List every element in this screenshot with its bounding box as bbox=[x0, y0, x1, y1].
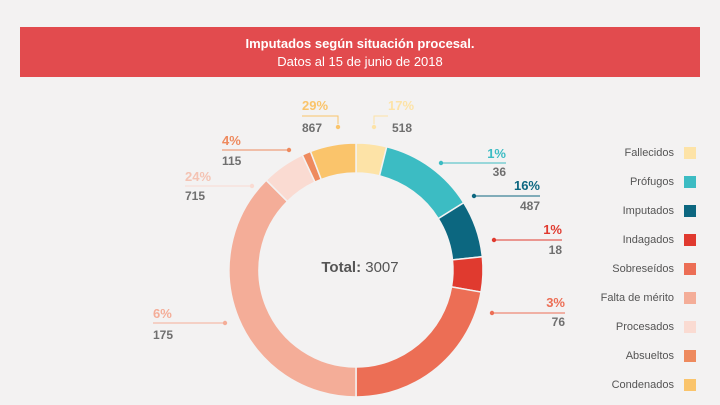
legend-item-absueltos: Absueltos bbox=[560, 345, 710, 374]
legend-label-falta-de-merito: Falta de mérito bbox=[600, 292, 674, 304]
slice-falta-de-merito bbox=[228, 179, 357, 398]
count-label-profugos: 36 bbox=[493, 165, 507, 179]
legend-item-profugos: Prófugos bbox=[560, 171, 710, 200]
legend-swatch-imputados bbox=[684, 205, 696, 217]
leader-dot-imputados bbox=[471, 193, 477, 199]
legend-label-profugos: Prófugos bbox=[629, 176, 674, 188]
leader-dot-procesados bbox=[249, 183, 255, 189]
legend-item-sobreseidos: Sobreseídos bbox=[560, 258, 710, 287]
leader-dot-condenados bbox=[335, 124, 341, 130]
leader-dot-sobreseidos bbox=[489, 310, 495, 316]
legend-item-indagados: Indagados bbox=[560, 229, 710, 258]
legend-label-sobreseidos: Sobreseídos bbox=[612, 263, 674, 275]
legend-swatch-falta-de-merito bbox=[684, 292, 696, 304]
legend-swatch-absueltos bbox=[684, 350, 696, 362]
chart-subtitle: Datos al 15 de junio de 2018 bbox=[277, 54, 443, 69]
legend-item-procesados: Procesados bbox=[560, 316, 710, 345]
count-label-imputados: 487 bbox=[520, 199, 540, 213]
slice-indagados bbox=[450, 255, 484, 293]
legend-label-absueltos: Absueltos bbox=[625, 350, 674, 362]
percent-label-falta-de-merito: 6% bbox=[153, 306, 172, 321]
legend-label-indagados: Indagados bbox=[622, 234, 674, 246]
percent-label-indagados: 1% bbox=[543, 222, 562, 237]
legend-swatch-procesados bbox=[684, 321, 696, 333]
legend-swatch-condenados bbox=[684, 379, 696, 391]
legend-label-condenados: Condenados bbox=[611, 379, 674, 391]
leader-dot-falta-de-merito bbox=[222, 320, 228, 326]
percent-label-fallecidos: 17% bbox=[388, 98, 414, 113]
count-label-fallecidos: 518 bbox=[392, 121, 412, 135]
legend-swatch-indagados bbox=[684, 234, 696, 246]
total-label-text: Total: bbox=[321, 259, 362, 276]
slice-condenados bbox=[309, 142, 357, 181]
slice-profugos bbox=[378, 145, 465, 220]
legend-item-condenados: Condenados bbox=[560, 374, 710, 403]
legend-item-falta-de-merito: Falta de mérito bbox=[560, 287, 710, 316]
leader-line-fallecidos bbox=[373, 115, 388, 124]
total-label: Total: 3007 bbox=[290, 259, 430, 276]
count-label-sobreseidos: 76 bbox=[552, 315, 566, 329]
title-banner: Imputados según situación procesal. Dato… bbox=[20, 27, 700, 77]
legend-swatch-sobreseidos bbox=[684, 263, 696, 275]
count-label-absueltos: 115 bbox=[222, 154, 242, 168]
legend-label-imputados: Imputados bbox=[622, 205, 674, 217]
leader-dot-profugos bbox=[438, 160, 444, 166]
percent-label-imputados: 16% bbox=[514, 178, 540, 193]
legend-item-fallecidos: Fallecidos bbox=[560, 142, 710, 171]
legend-item-imputados: Imputados bbox=[560, 200, 710, 229]
percent-label-absueltos: 4% bbox=[222, 133, 241, 148]
count-label-procesados: 715 bbox=[185, 189, 205, 203]
leader-dot-absueltos bbox=[286, 147, 292, 153]
slice-sobreseidos bbox=[355, 285, 482, 398]
legend-label-fallecidos: Fallecidos bbox=[624, 147, 674, 159]
count-label-condenados: 867 bbox=[302, 121, 322, 135]
leader-dot-indagados bbox=[491, 237, 497, 243]
leader-line-condenados bbox=[302, 115, 339, 124]
legend-label-procesados: Procesados bbox=[615, 321, 674, 333]
percent-label-sobreseidos: 3% bbox=[546, 295, 565, 310]
percent-label-profugos: 1% bbox=[487, 146, 506, 161]
count-label-indagados: 18 bbox=[549, 243, 563, 257]
total-value: 3007 bbox=[365, 259, 399, 276]
leader-dot-fallecidos bbox=[371, 124, 377, 130]
percent-label-procesados: 24% bbox=[185, 169, 211, 184]
count-label-falta-de-merito: 175 bbox=[153, 328, 173, 342]
percent-label-condenados: 29% bbox=[302, 98, 328, 113]
legend-swatch-fallecidos bbox=[684, 147, 696, 159]
legend-swatch-profugos bbox=[684, 176, 696, 188]
chart-title: Imputados según situación procesal. bbox=[245, 36, 475, 51]
legend: Fallecidos Prófugos Imputados Indagados Sobr… bbox=[560, 142, 710, 403]
